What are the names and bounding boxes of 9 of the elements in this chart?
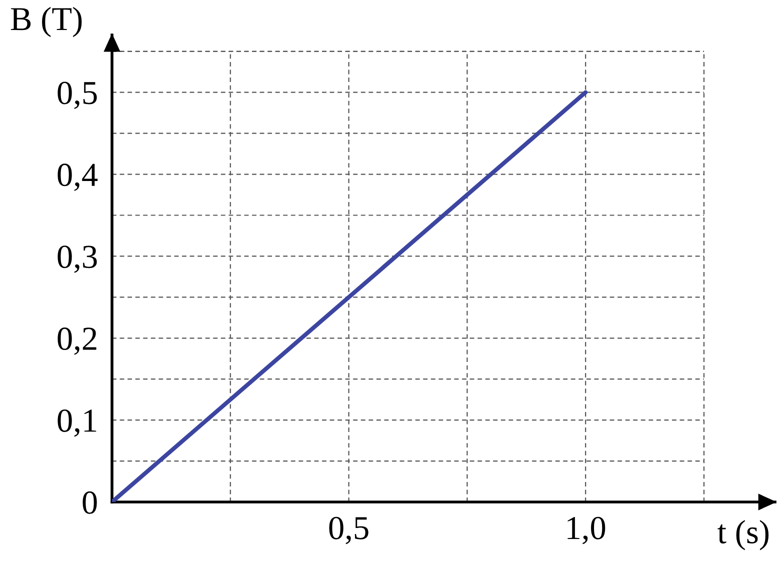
y-tick-label: 0,1 [58,409,96,437]
y-axis-title: B (T) [10,6,82,38]
x-axis-title: t (s) [718,520,769,550]
y-tick-label: 0 [82,491,97,514]
y-tick-label: 0,5 [58,82,97,110]
x-tick-label: 1,0 [568,516,606,544]
y-tick-label: 0,4 [58,164,98,191]
y-tick-label: 0,3 [58,246,97,273]
y-tick-label: 0,2 [58,328,96,355]
